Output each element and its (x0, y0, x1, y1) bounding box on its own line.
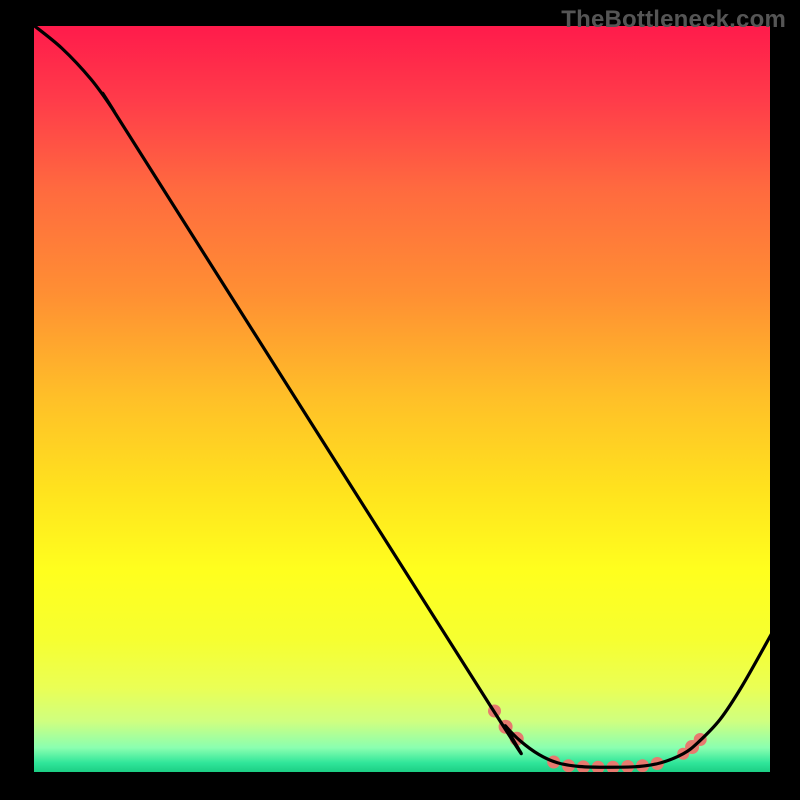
chart-stage: TheBottleneck.com (0, 0, 800, 800)
bottleneck-plot-svg (0, 0, 800, 800)
plot-background-gradient (32, 24, 772, 774)
watermark-label: TheBottleneck.com (561, 6, 786, 34)
